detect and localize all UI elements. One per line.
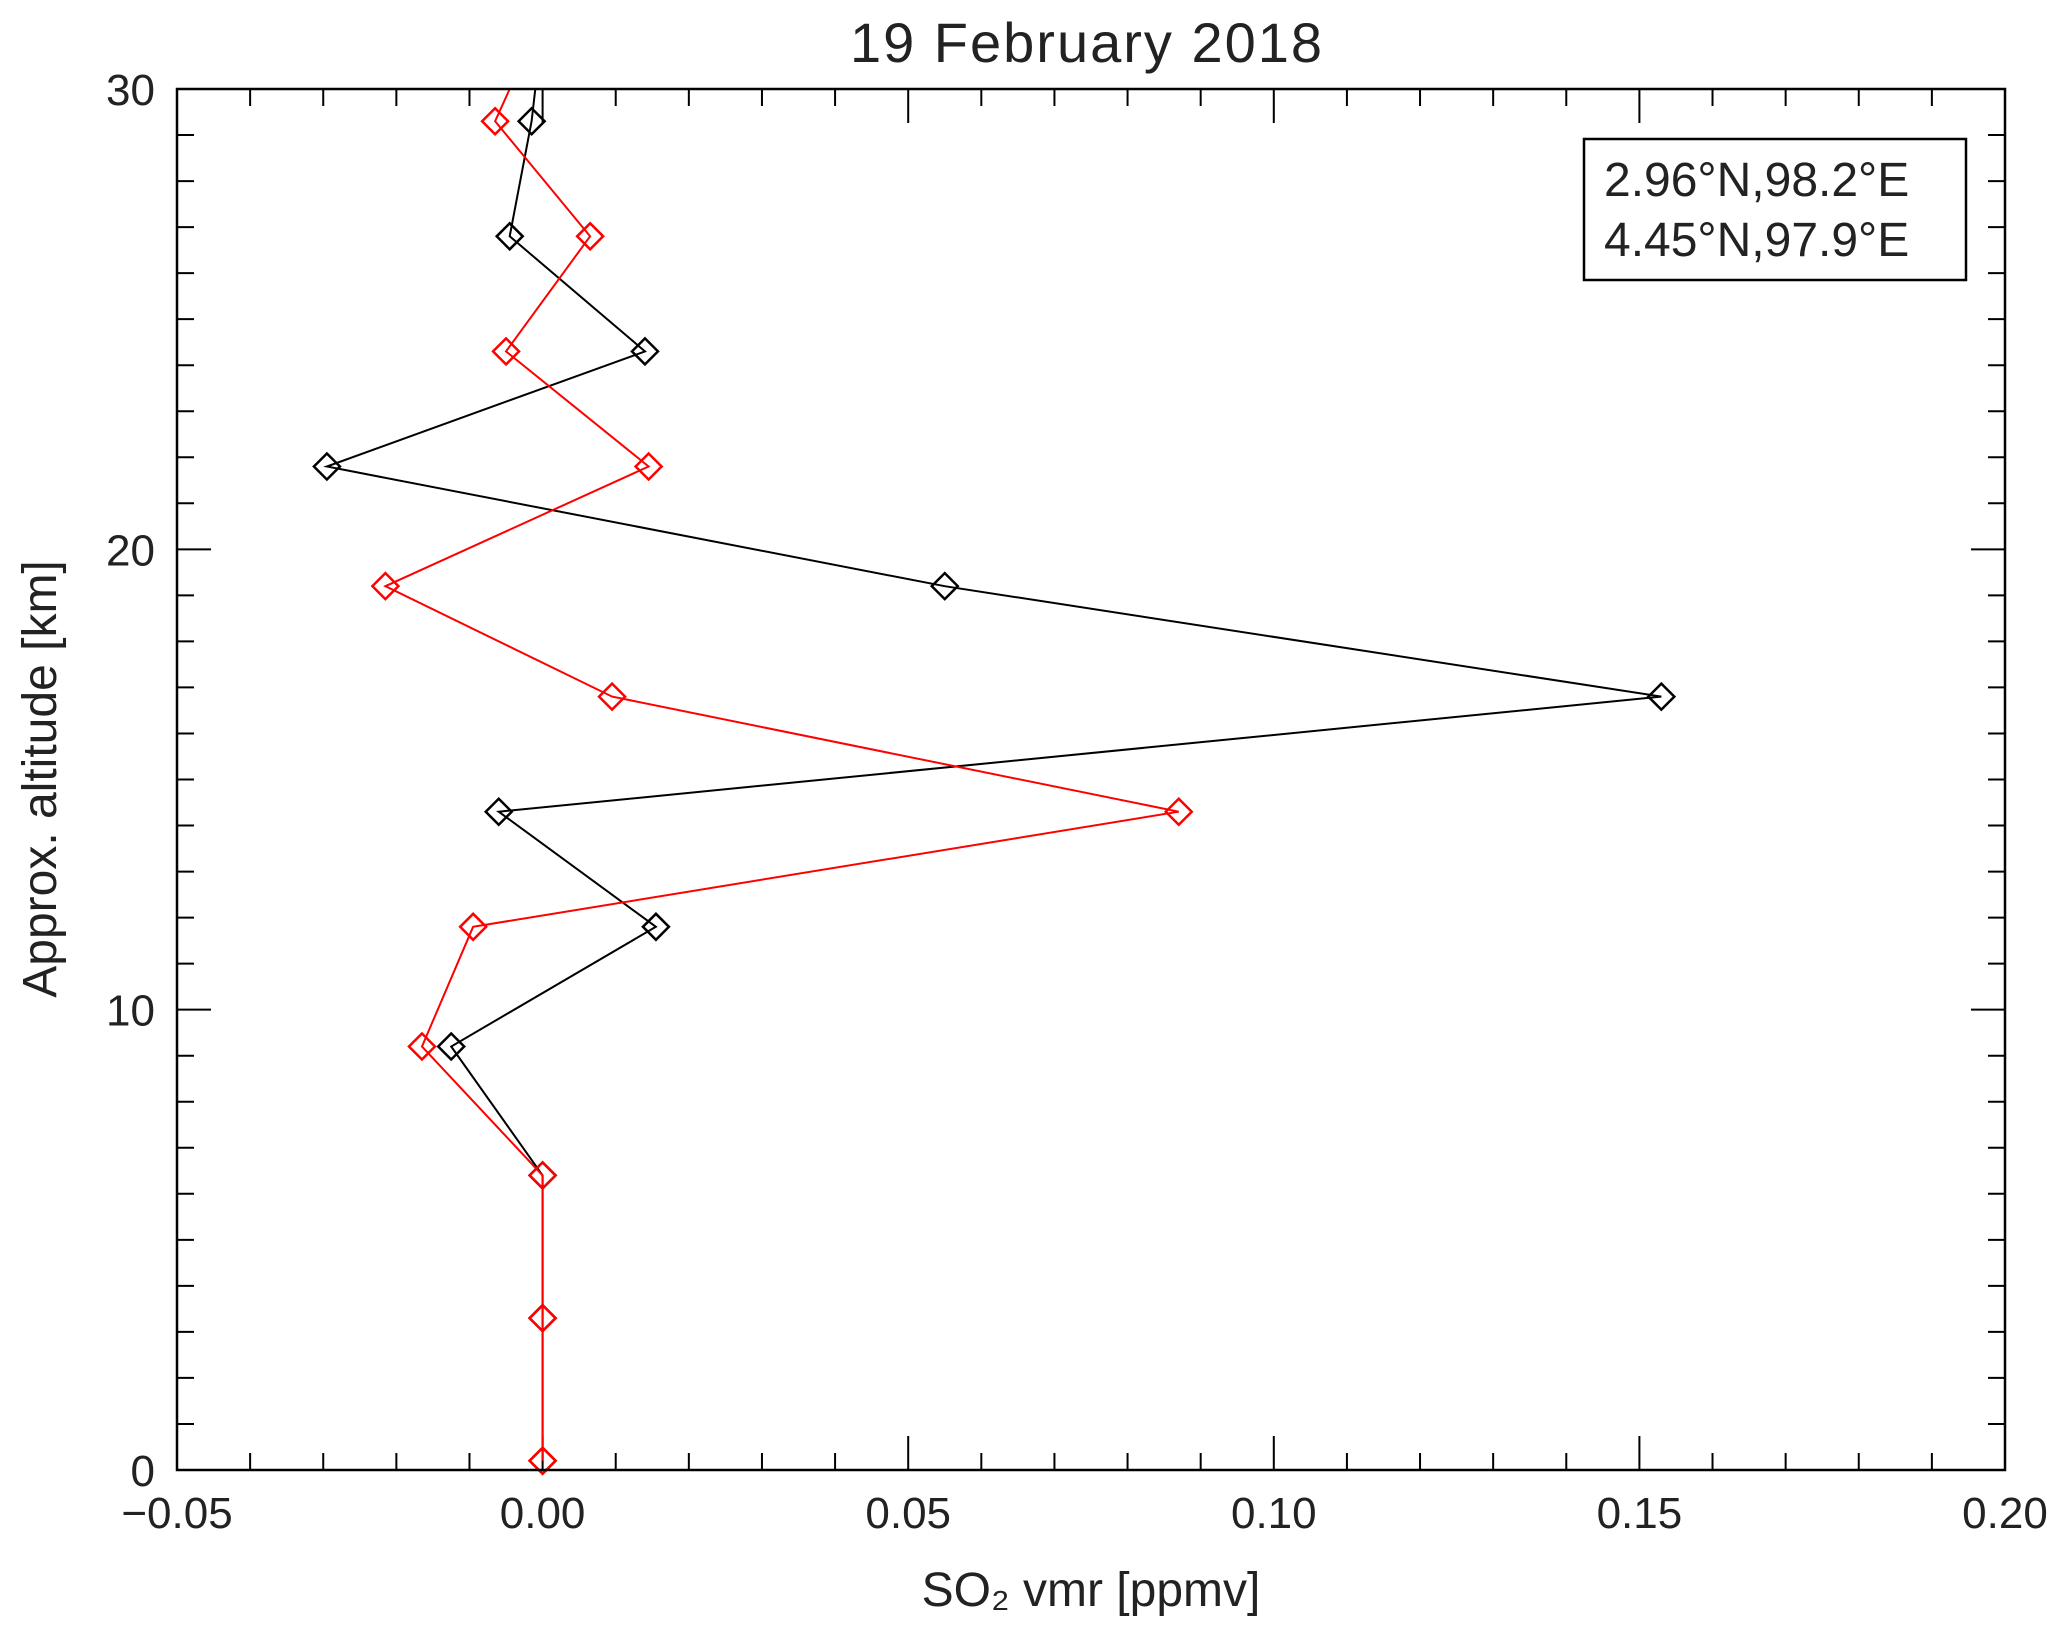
series-2-line — [383, 88, 1179, 1461]
series-2-point — [480, 106, 510, 136]
x-tick-label: −0.05 — [121, 1489, 232, 1538]
series-2-point — [1163, 796, 1194, 827]
x-tick-label: 0.15 — [1597, 1489, 1683, 1538]
y-tick-label: 0 — [131, 1447, 155, 1496]
series-2-point — [458, 912, 488, 942]
series-2-point — [491, 336, 521, 367]
series-2-point — [527, 1160, 558, 1191]
series-layer — [312, 88, 1677, 1476]
series-2-point — [407, 1031, 437, 1062]
legend-box — [1582, 137, 1968, 282]
series-2-point — [370, 571, 401, 601]
series-2-point — [575, 221, 605, 252]
chart-title: 19 February 2018 — [850, 11, 1324, 74]
x-tick-label: 0.05 — [865, 1489, 951, 1538]
x-axis-label: SO₂ vmr [ppmv] — [922, 1564, 1261, 1617]
x-tick-label: 0.10 — [1231, 1489, 1317, 1538]
series-1-point — [630, 336, 660, 367]
y-axis-label: Approx. altitude [km] — [14, 560, 67, 998]
legend-entry-series-1: 2.96°N,98.2°E — [1604, 154, 1909, 207]
series-1-point — [929, 571, 960, 601]
series-1-point — [436, 1031, 466, 1062]
y-tick-label: 20 — [106, 526, 155, 575]
x-tick-label: 0.00 — [500, 1489, 586, 1538]
x-tick-label: 0.20 — [1962, 1489, 2048, 1538]
y-tick-label: 30 — [106, 66, 155, 115]
legend-entry-series-2: 4.45°N,97.9°E — [1604, 214, 1909, 267]
series-1-point — [641, 912, 671, 942]
plot-frame — [175, 87, 2007, 1472]
series-1-point — [494, 221, 525, 252]
series-1-point — [312, 451, 342, 482]
legend: 2.96°N,98.2°E 4.45°N,97.9°E — [1582, 137, 1968, 282]
y-tick-label: 10 — [106, 987, 155, 1036]
series-1-point — [1646, 681, 1677, 712]
series-2-point — [597, 681, 627, 712]
series-2-point — [633, 451, 664, 482]
series-1-point — [483, 796, 514, 827]
series-1-point — [516, 106, 547, 136]
series-2-point — [527, 1303, 558, 1333]
series-2-point — [527, 1446, 558, 1476]
tick-layer: −0.05 0.00 0.05 0.10 0.15 0.20 0 10 20 30 — [106, 66, 2048, 1538]
